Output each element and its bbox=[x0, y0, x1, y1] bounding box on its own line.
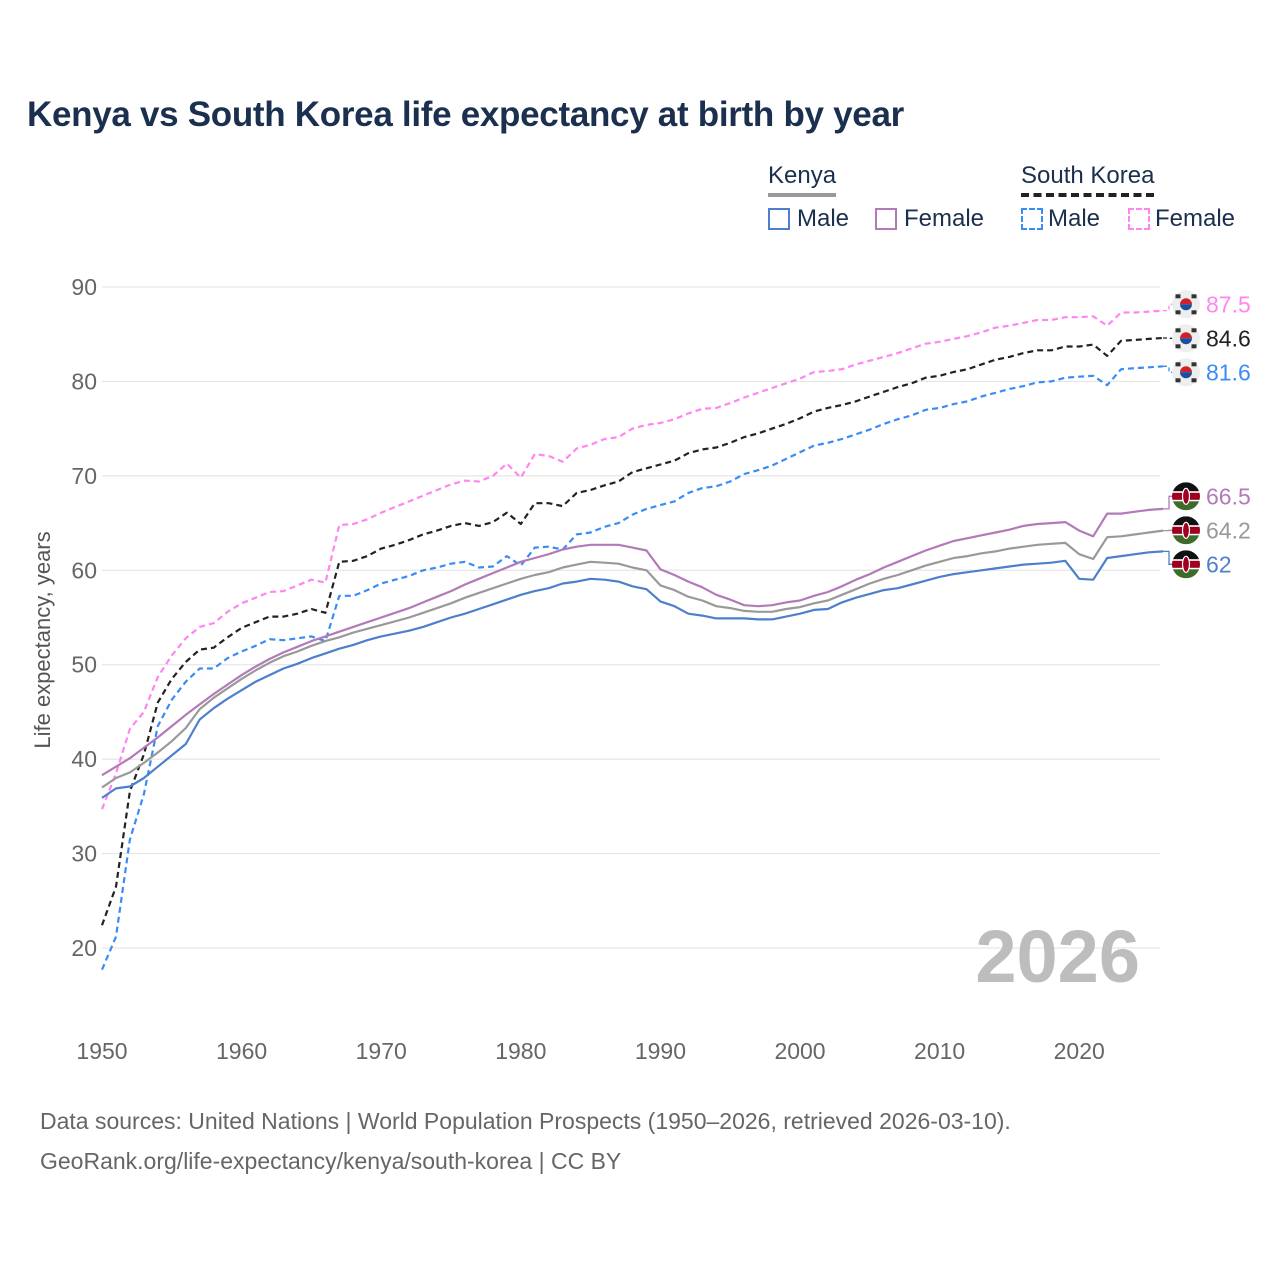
legend-group-south-korea: South Korea bbox=[1021, 162, 1155, 197]
series-line-south-korea-male bbox=[100, 365, 1164, 971]
x-tick-label: 2020 bbox=[1054, 1038, 1105, 1064]
flag-shield bbox=[1181, 521, 1191, 539]
label-connector bbox=[1163, 495, 1173, 510]
south-korea-flag-icon bbox=[1172, 290, 1200, 319]
legend-item-south-korea-female[interactable]: Female bbox=[1128, 205, 1235, 233]
flag-stripe-green bbox=[1172, 501, 1200, 511]
flag-trigram bbox=[1175, 362, 1181, 367]
flag-trigram bbox=[1175, 328, 1181, 333]
flag-stripe-green bbox=[1172, 569, 1200, 579]
flag-trigram bbox=[1175, 294, 1181, 299]
flag-body bbox=[1172, 482, 1200, 511]
end-value-label: 62 bbox=[1206, 551, 1232, 577]
legend-group-kenya: Kenya bbox=[768, 162, 837, 197]
chart-title: Kenya vs South Korea life expectancy at … bbox=[27, 95, 904, 134]
label-connector bbox=[1163, 365, 1173, 373]
footer-sources: Data sources: United Nations | World Pop… bbox=[40, 1108, 1011, 1134]
legend-label: Male bbox=[797, 205, 850, 232]
y-tick-label: 70 bbox=[71, 463, 97, 489]
legend-label: Female bbox=[1155, 205, 1236, 232]
x-tick-label: 2010 bbox=[914, 1038, 965, 1064]
legend-swatch-dashed-pink bbox=[1128, 208, 1150, 230]
flag-shield bbox=[1181, 487, 1191, 505]
flag-taegeuk-blue bbox=[1180, 338, 1192, 345]
flag-shield bbox=[1181, 555, 1191, 573]
south-korea-flag-icon bbox=[1172, 324, 1200, 353]
y-tick-label: 80 bbox=[71, 368, 97, 394]
flag-trigram bbox=[1191, 328, 1197, 333]
x-tick-label: 1960 bbox=[216, 1038, 267, 1064]
series-line-kenya-female bbox=[101, 507, 1164, 777]
legend-swatch-solid-purple bbox=[875, 208, 897, 230]
legend-label: Female bbox=[904, 205, 985, 232]
flag-body bbox=[1172, 516, 1200, 545]
y-tick-label: 60 bbox=[71, 557, 97, 583]
end-value-label: 64.2 bbox=[1206, 517, 1251, 543]
y-tick-label: 20 bbox=[71, 935, 97, 961]
kenya-flag-icon bbox=[1172, 516, 1200, 545]
flag-trigram bbox=[1175, 344, 1181, 349]
x-tick-label: 1970 bbox=[356, 1038, 407, 1064]
legend-label: Male bbox=[1048, 205, 1101, 232]
year-watermark: 2026 bbox=[975, 915, 1140, 998]
y-axis-label: Life expectancy, years bbox=[30, 531, 55, 748]
legend-swatch-solid-blue bbox=[768, 208, 790, 230]
flag-trigram bbox=[1191, 378, 1197, 383]
flag-taegeuk-red bbox=[1180, 332, 1192, 339]
label-connector bbox=[1163, 550, 1173, 565]
flag-stripe-black bbox=[1172, 550, 1200, 560]
flag-stripe-green bbox=[1172, 535, 1200, 545]
kenya-flag-icon bbox=[1172, 550, 1200, 579]
flag-stripe-black bbox=[1172, 516, 1200, 526]
kenya-flag-icon bbox=[1172, 482, 1200, 511]
footer-link[interactable]: GeoRank.org/life-expectancy/kenya/south-… bbox=[40, 1148, 622, 1174]
series-line-south-korea-female bbox=[100, 309, 1164, 810]
label-connector bbox=[1163, 303, 1173, 312]
flag-taegeuk-red bbox=[1180, 298, 1192, 305]
y-tick-label: 30 bbox=[71, 841, 97, 867]
flag-trigram bbox=[1191, 294, 1197, 299]
legend-item-kenya-male[interactable]: Male bbox=[768, 205, 849, 233]
x-tick-label: 2000 bbox=[774, 1038, 825, 1064]
legend-item-south-korea-male[interactable]: Male bbox=[1021, 205, 1100, 233]
series-line-kenya-male bbox=[101, 550, 1164, 799]
end-value-label: 84.6 bbox=[1206, 325, 1251, 351]
end-value-label: 81.6 bbox=[1206, 359, 1251, 385]
flag-trigram bbox=[1175, 378, 1181, 383]
y-tick-label: 40 bbox=[71, 746, 97, 772]
flag-taegeuk-red bbox=[1180, 366, 1192, 373]
flag-taegeuk-blue bbox=[1180, 372, 1192, 379]
y-tick-label: 90 bbox=[71, 274, 97, 300]
legend-item-kenya-female[interactable]: Female bbox=[875, 205, 984, 233]
y-tick-label: 50 bbox=[71, 652, 97, 678]
legend-swatch-dashed-blue bbox=[1021, 208, 1043, 230]
x-tick-label: 1990 bbox=[635, 1038, 686, 1064]
end-value-label: 66.5 bbox=[1206, 483, 1251, 509]
flag-trigram bbox=[1191, 310, 1197, 315]
flag-trigram bbox=[1191, 362, 1197, 367]
series-line-kenya bbox=[101, 529, 1164, 789]
flag-stripe-black bbox=[1172, 482, 1200, 492]
flag-taegeuk-blue bbox=[1180, 304, 1192, 311]
x-tick-label: 1980 bbox=[495, 1038, 546, 1064]
flag-body bbox=[1172, 550, 1200, 579]
end-value-label: 87.5 bbox=[1206, 291, 1251, 317]
series-line-south-korea bbox=[100, 336, 1164, 926]
flag-trigram bbox=[1175, 310, 1181, 315]
x-tick-label: 1950 bbox=[76, 1038, 127, 1064]
flag-trigram bbox=[1191, 344, 1197, 349]
south-korea-flag-icon bbox=[1172, 358, 1200, 387]
